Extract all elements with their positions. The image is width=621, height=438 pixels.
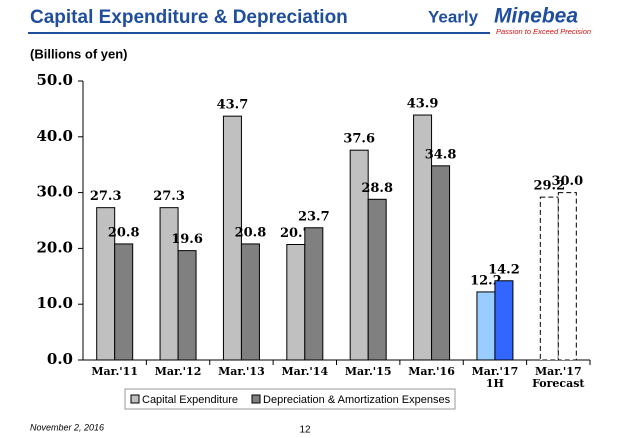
x-tick-label: Mar.'16: [408, 365, 455, 378]
bar: [539, 196, 559, 361]
y-tick-label: 0.0: [47, 350, 73, 368]
x-tick-label: Mar.'15: [345, 365, 392, 378]
legend-label: Depreciation & Amortization Expenses: [263, 394, 451, 406]
x-tick-label: Forecast: [532, 377, 585, 390]
bar: [304, 227, 324, 361]
bar: [159, 207, 179, 361]
value-label: 28.8: [361, 181, 393, 196]
x-tick-label: Mar.'17: [472, 365, 519, 378]
period: Yearly: [428, 7, 479, 26]
bar: [431, 165, 451, 361]
value-label: 29.2: [533, 179, 565, 194]
tagline: Passion to Exceed Precision: [496, 27, 591, 36]
bar: [367, 198, 387, 361]
value-label: 23.7: [298, 209, 330, 224]
value-label: 27.3: [153, 189, 185, 204]
bar: [286, 243, 306, 361]
value-label: 20.8: [235, 225, 267, 240]
value-label: 34.8: [425, 147, 457, 162]
value-label: 19.6: [171, 232, 203, 247]
bar: [222, 115, 242, 361]
slide-title: Capital Expenditure & Depreciation: [30, 7, 348, 28]
x-tick-label: 1H: [486, 377, 504, 390]
x-tick-label: Mar.'12: [155, 365, 202, 378]
bar: [114, 243, 134, 361]
page-number: 12: [299, 425, 311, 436]
value-label: 20.7: [280, 226, 312, 241]
value-label: 20.8: [108, 225, 140, 240]
x-tick-label: Mar.'17: [535, 365, 582, 378]
x-tick-label: Mar.'11: [91, 365, 138, 378]
logo: Minebea: [494, 5, 578, 28]
value-label: 27.3: [90, 189, 122, 204]
legend-swatch: [251, 394, 261, 404]
bar: [494, 280, 514, 361]
y-tick-label: 30.0: [36, 183, 73, 201]
value-label: 12.2: [470, 273, 502, 288]
y-tick-label: 20.0: [36, 238, 73, 256]
x-tick-label: Mar.'14: [282, 365, 329, 378]
legend-swatch: [130, 394, 140, 404]
y-tick-label: 50.0: [36, 71, 73, 89]
y-tick-label: 10.0: [36, 294, 73, 312]
bar: [557, 192, 577, 361]
value-label: 14.2: [488, 262, 520, 277]
footer-date: November 2, 2016: [30, 422, 104, 432]
value-label: 43.7: [217, 98, 249, 113]
y-tick-label: 40.0: [36, 127, 73, 145]
y-axis-label: (Billions of yen): [30, 46, 128, 61]
bar: [476, 291, 496, 361]
value-label: 37.6: [343, 132, 375, 147]
value-label: 43.9: [407, 97, 439, 112]
bar: [177, 250, 197, 361]
legend-frame: [124, 388, 456, 410]
x-tick-label: Mar.'13: [218, 365, 265, 378]
bar: [240, 243, 260, 361]
legend-label: Capital Expenditure: [142, 394, 238, 406]
value-label: 30.0: [551, 174, 583, 189]
